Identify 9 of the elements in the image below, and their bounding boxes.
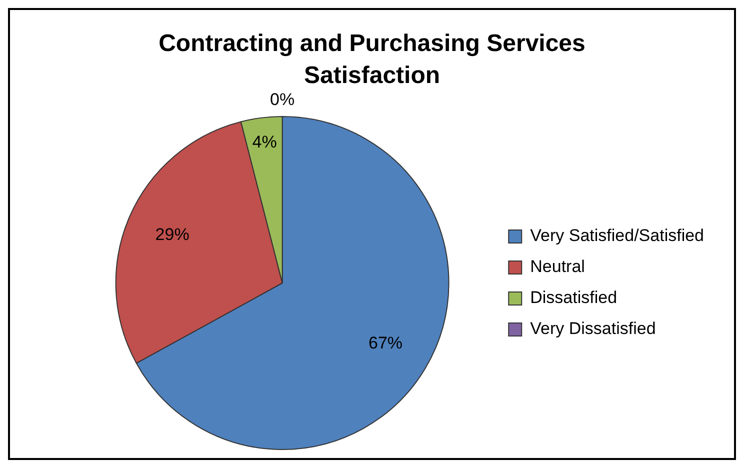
data-label: 4% — [252, 132, 277, 152]
data-label: 67% — [368, 334, 403, 353]
legend-label: Very Satisfied/Satisfied — [530, 226, 704, 246]
chart-title: Contracting and Purchasing Services Satisfaction — [158, 29, 586, 91]
text: 0% — [270, 90, 295, 110]
legend-label: Very Dissatisfied — [530, 319, 656, 338]
legend-label: Neutral — [530, 257, 585, 276]
legend-label: Dissatisfied — [530, 288, 618, 308]
data-label: 29% — [155, 225, 190, 244]
